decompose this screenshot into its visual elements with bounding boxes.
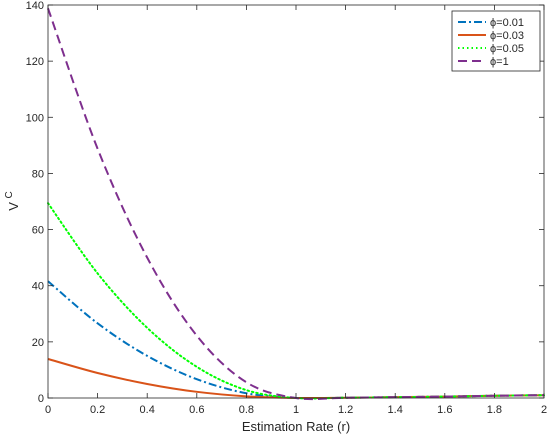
x-tick-label: 1 [293, 404, 299, 416]
series-line-1 [47, 280, 545, 400]
x-tick-label: 0.6 [189, 404, 204, 416]
x-tick-label: 1.2 [338, 404, 353, 416]
y-axis-label-group: V C [4, 191, 21, 211]
legend: ϕ=0.01ϕ=0.03ϕ=0.05ϕ=1 [451, 10, 541, 72]
x-tick-label: 1.6 [437, 404, 452, 416]
y-axis-label-superscript: C [4, 191, 15, 198]
y-tick-label: 100 [26, 112, 44, 124]
y-tick-label: 140 [26, 0, 44, 12]
y-tick-label: 60 [32, 225, 44, 237]
legend-label: ϕ=0.03 [490, 30, 524, 42]
y-tick-label: 120 [26, 56, 44, 68]
x-tick-label: 1.8 [487, 404, 502, 416]
y-tick-label: 20 [32, 337, 44, 349]
series-line-4 [47, 8, 545, 401]
x-tick-label: 1.4 [388, 404, 403, 416]
legend-label: ϕ=1 [490, 56, 509, 68]
ticks-layer: 0 0.2 0.4 0.6 0.8 1 1.2 1.4 1.6 1.8 20204060801001… [26, 0, 547, 416]
legend-label: ϕ=0.05 [490, 43, 524, 55]
x-tick-label: 0.8 [239, 404, 254, 416]
x-axis-label: Estimation Rate (r) [242, 419, 350, 434]
y-tick-label: 40 [32, 281, 44, 293]
x-tick-label: 0.2 [90, 404, 105, 416]
svg-text:V C: V C [4, 191, 21, 211]
x-tick-label: 2 [541, 404, 547, 416]
y-tick-label: 0 [38, 393, 44, 405]
legend-label: ϕ=0.01 [490, 17, 524, 29]
x-tick-label: 0 [45, 404, 51, 416]
y-axis-label: V [6, 202, 21, 211]
x-tick-label: 0.4 [140, 404, 155, 416]
y-tick-label: 80 [32, 168, 44, 180]
